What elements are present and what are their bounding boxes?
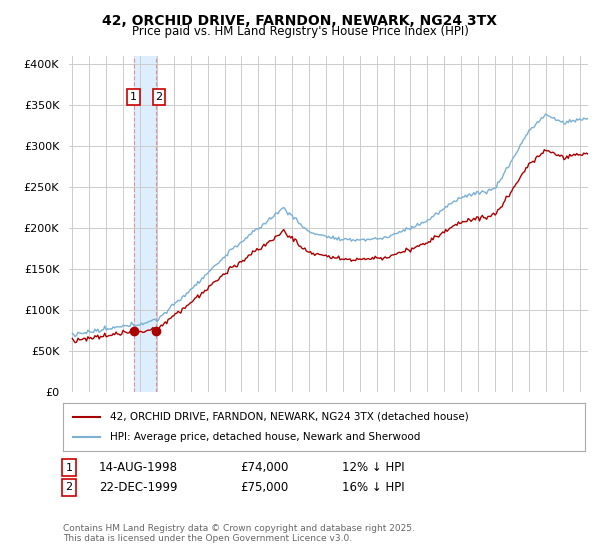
Text: HPI: Average price, detached house, Newark and Sherwood: HPI: Average price, detached house, Newa… bbox=[110, 432, 421, 442]
Text: 1: 1 bbox=[65, 463, 73, 473]
Text: 1: 1 bbox=[130, 92, 137, 102]
Text: 42, ORCHID DRIVE, FARNDON, NEWARK, NG24 3TX (detached house): 42, ORCHID DRIVE, FARNDON, NEWARK, NG24 … bbox=[110, 412, 469, 422]
Text: 2: 2 bbox=[65, 482, 73, 492]
Text: 2: 2 bbox=[155, 92, 163, 102]
Bar bbox=[134, 56, 157, 392]
Text: £75,000: £75,000 bbox=[240, 480, 288, 494]
Text: 16% ↓ HPI: 16% ↓ HPI bbox=[342, 480, 404, 494]
Text: 14-AUG-1998: 14-AUG-1998 bbox=[99, 461, 178, 474]
Text: 12% ↓ HPI: 12% ↓ HPI bbox=[342, 461, 404, 474]
Text: £74,000: £74,000 bbox=[240, 461, 289, 474]
Text: 22-DEC-1999: 22-DEC-1999 bbox=[99, 480, 178, 494]
Text: Contains HM Land Registry data © Crown copyright and database right 2025.
This d: Contains HM Land Registry data © Crown c… bbox=[63, 524, 415, 543]
Text: 42, ORCHID DRIVE, FARNDON, NEWARK, NG24 3TX: 42, ORCHID DRIVE, FARNDON, NEWARK, NG24 … bbox=[103, 14, 497, 28]
Text: Price paid vs. HM Land Registry's House Price Index (HPI): Price paid vs. HM Land Registry's House … bbox=[131, 25, 469, 38]
